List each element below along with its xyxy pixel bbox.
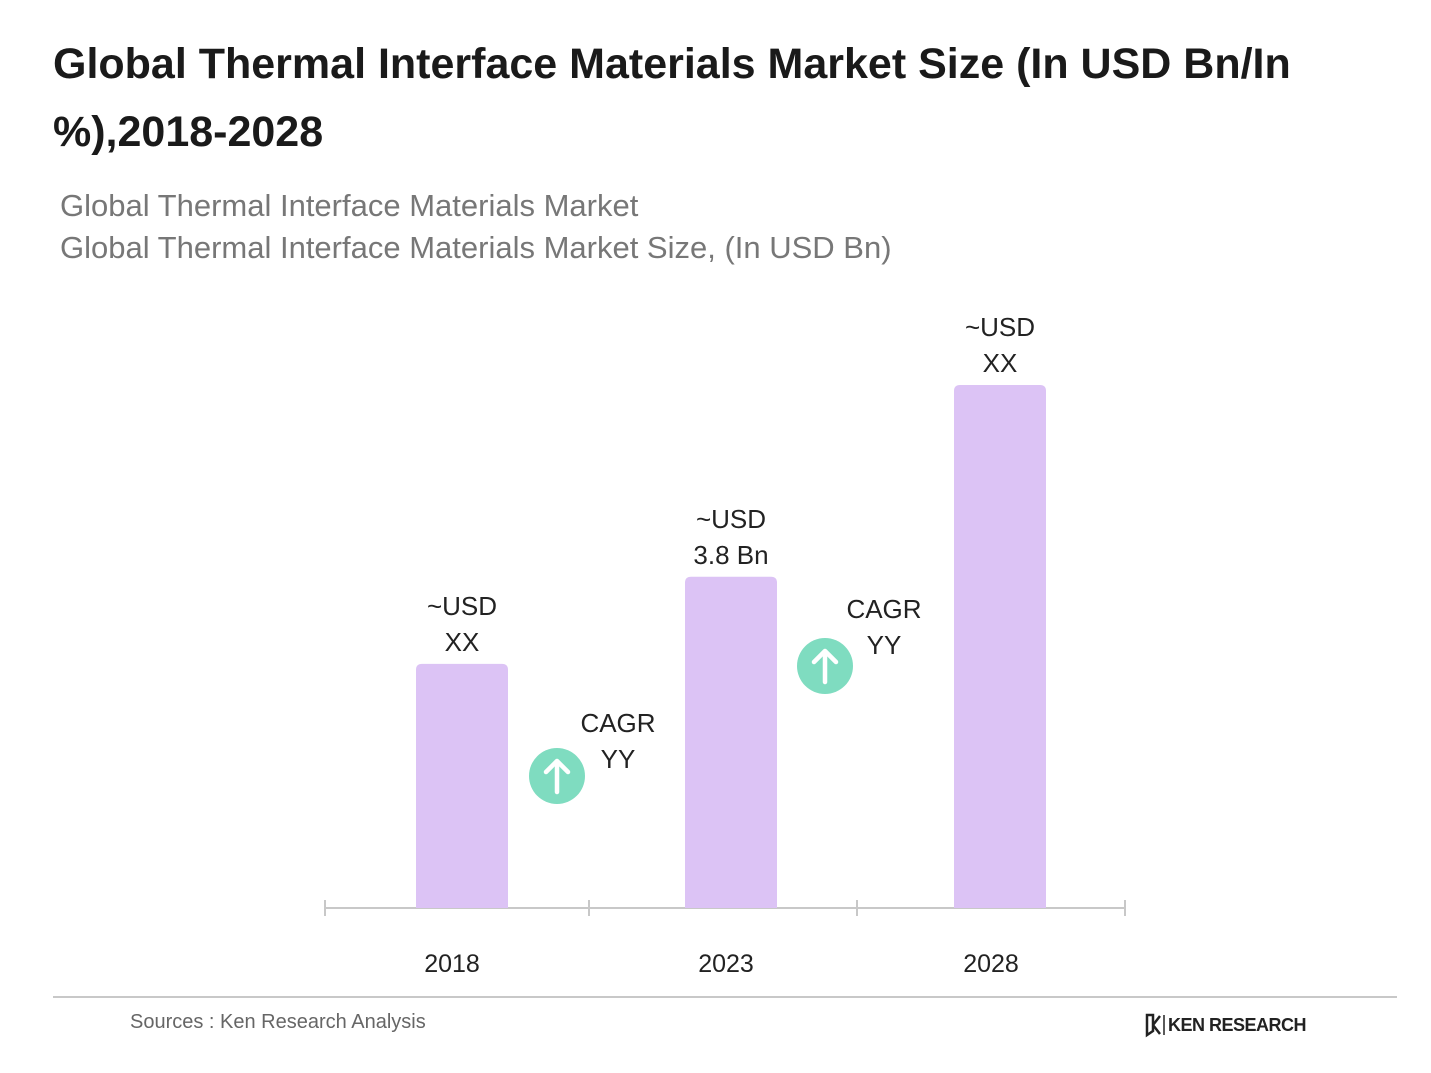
bar	[416, 663, 508, 908]
chart-title: Global Thermal Interface Materials Marke…	[53, 40, 1291, 156]
logo-icon	[1145, 1013, 1165, 1038]
subtitle: Global Thermal Interface Materials Marke…	[60, 230, 892, 265]
logo-shape	[1152, 1015, 1161, 1035]
value-label: ~USD XX	[964, 312, 1036, 378]
logo-text: KEN RESEARCH	[1168, 1015, 1307, 1035]
bar	[685, 576, 777, 908]
x-tick-label: 2018	[424, 950, 480, 978]
logo-shape	[1145, 1013, 1155, 1038]
icon-arrow	[811, 648, 839, 685]
annotation: CAGR YY	[846, 594, 922, 660]
x-tick-label: 2028	[963, 950, 1019, 978]
growth-icon	[797, 638, 853, 694]
annotation: CAGR YY	[580, 708, 656, 774]
bar	[954, 385, 1046, 908]
value-label: ~USD XX	[426, 590, 498, 657]
icon-arrow	[543, 758, 571, 795]
growth-icon	[529, 748, 585, 804]
x-tick-label: 2023	[698, 950, 754, 978]
source: Sources : Ken Research Analysis	[130, 1011, 426, 1033]
value-label: ~USD 3.8 Bn	[693, 503, 769, 570]
subtitle: Global Thermal Interface Materials Marke…	[60, 188, 639, 223]
